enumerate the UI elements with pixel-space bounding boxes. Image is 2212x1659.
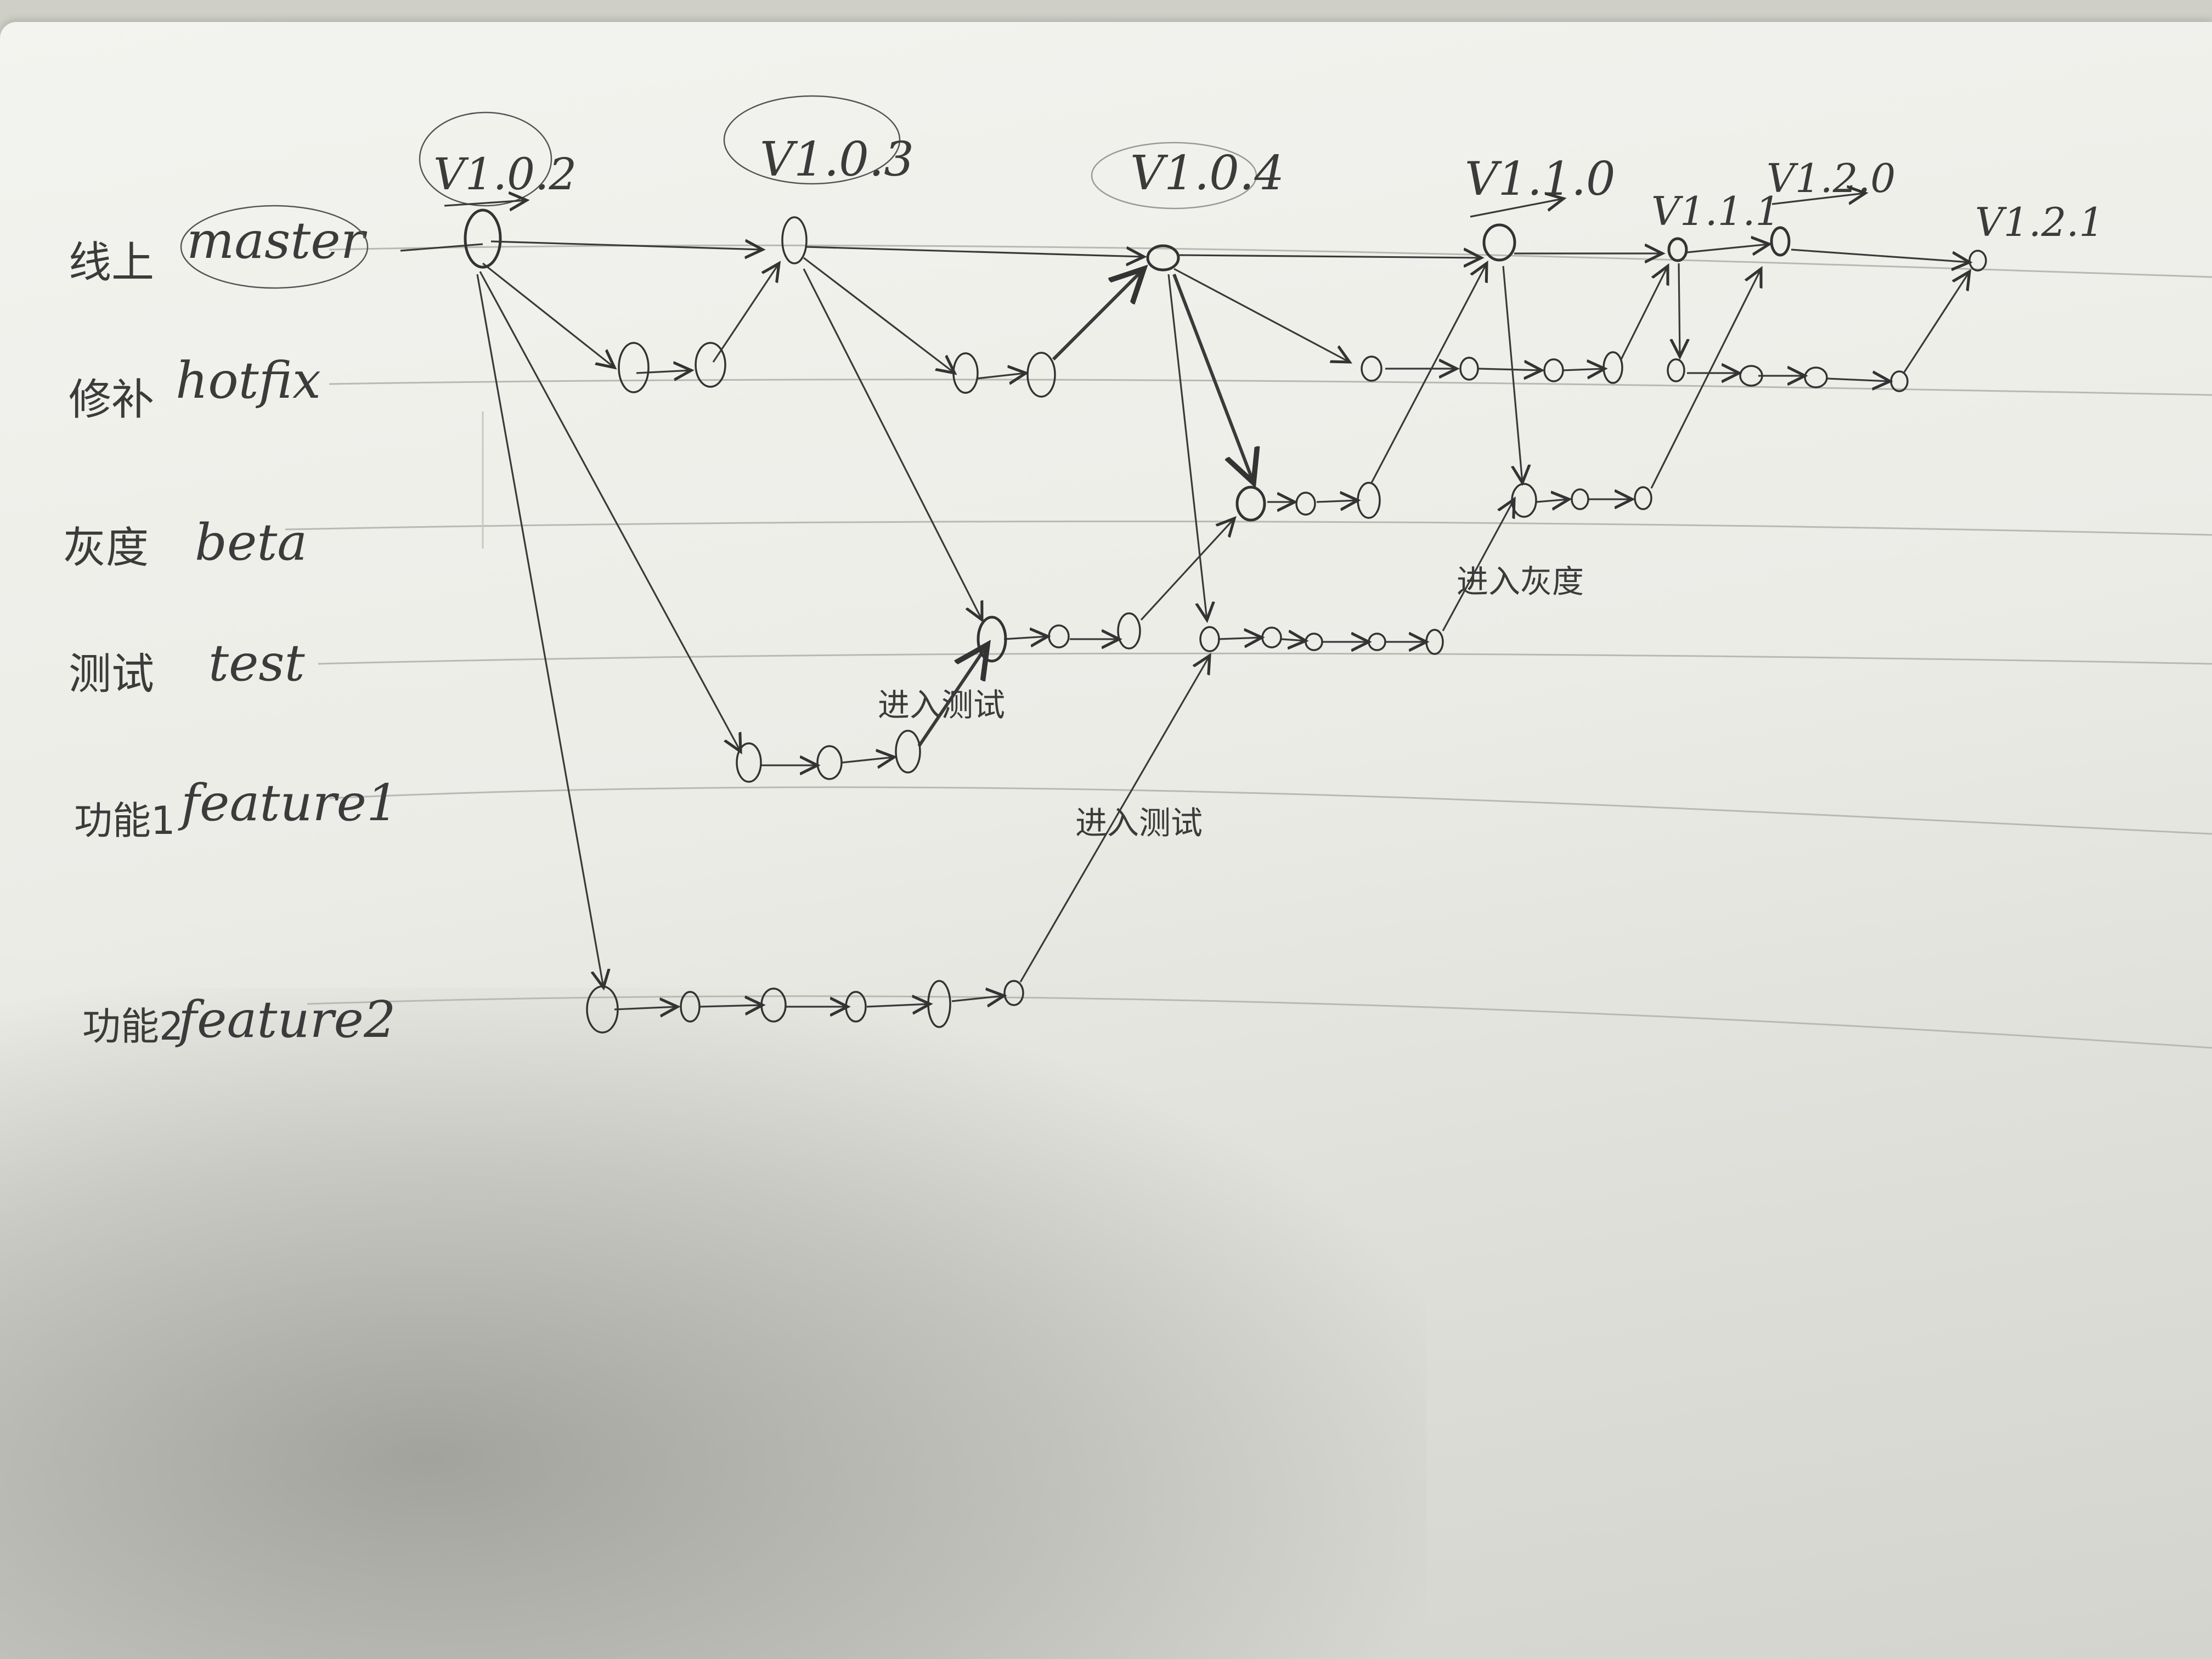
commit-feature1 [895, 730, 921, 774]
branch-en-feature2: feature2 [175, 990, 396, 1049]
commit-v104 [1146, 244, 1180, 272]
commit-feature1 [736, 742, 762, 783]
commit-feature2 [586, 985, 619, 1034]
branch-label-feature1: 功能1 feature1 [74, 774, 399, 843]
annotations: 进入测试 进入测试 进入灰度 [878, 563, 1584, 842]
annotation-into-test-2: 进入测试 [1075, 804, 1203, 842]
commit-hotfix [1667, 358, 1685, 382]
branch-cn-beta: 灰度 [63, 523, 149, 573]
branch-label-beta: 灰度 beta [63, 513, 307, 573]
commit-hotfix [618, 342, 650, 393]
commit-test [1117, 612, 1141, 650]
commit-test [1048, 624, 1070, 648]
commit-v110 [1482, 223, 1516, 262]
commit-beta [1235, 486, 1266, 522]
tag-ring-v102 [419, 111, 552, 207]
branch-cn-master: 线上 [69, 238, 154, 287]
edge-v102-feature1 [479, 271, 741, 752]
commit-feature2 [760, 988, 787, 1023]
branch-en-master: master [187, 211, 368, 270]
version-tag-v104: V1.0.4 [1130, 146, 1284, 201]
version-tag-v102: V1.0.2 [433, 149, 577, 200]
branch-en-test: test [208, 634, 306, 692]
branch-cn-feature2: 功能2 [82, 1004, 184, 1049]
commit-test [1425, 629, 1444, 655]
commit-hotfix [952, 352, 979, 394]
commit-hotfix [1543, 358, 1564, 382]
commit-feature1 [816, 745, 843, 780]
edge-master-1 [490, 241, 763, 250]
commit-beta [1511, 483, 1537, 518]
version-tags: V1.0.2 V1.0.3 V1.0.4 V1.1.0 V1.1.1 V1.2.… [419, 95, 2104, 245]
branch-cn-feature1: 功能1 [74, 798, 176, 843]
edge-master-start [400, 243, 483, 252]
branch-en-feature1: feature1 [178, 774, 399, 832]
edge-v102-hotfix [482, 262, 614, 368]
edge-master-6 [1791, 249, 1970, 262]
commit-v120 [1770, 226, 1791, 257]
commit-hotfix [1804, 366, 1828, 388]
branch-en-hotfix: hotfix [176, 351, 321, 410]
edge-master-3 [1179, 255, 1481, 258]
commit-beta [1634, 486, 1652, 510]
branch-cn-hotfix: 修补 [69, 375, 154, 425]
annotation-into-beta: 进入灰度 [1457, 563, 1584, 600]
commit-beta [1571, 488, 1589, 510]
commit-test [1368, 633, 1386, 651]
commit-feature2 [927, 980, 951, 1028]
commit-beta [1357, 482, 1381, 519]
shadow-area [0, 988, 1426, 1659]
paper-sheet [0, 22, 2212, 1659]
commit-beta [1295, 492, 1316, 516]
commit-hotfix [1602, 351, 1623, 384]
commit-feature2 [1003, 980, 1024, 1006]
branch-en-beta: beta [195, 513, 307, 572]
commit-hotfix [1361, 356, 1383, 382]
commit-test [1261, 627, 1282, 648]
version-tag-v103: V1.0.3 [760, 132, 914, 187]
edges [400, 241, 1970, 1009]
edge-master-2 [806, 246, 1144, 257]
commit-v121 [1968, 250, 1987, 272]
branch-cn-test: 测试 [69, 650, 154, 699]
version-tag-v110: V1.1.0 [1465, 152, 1615, 206]
annotation-into-test-1: 进入测试 [878, 686, 1005, 724]
branch-label-master: 线上 master [69, 205, 369, 289]
commit-feature2 [680, 991, 701, 1023]
version-tag-v121: V1.2.1 [1975, 199, 2104, 245]
version-tag-v120: V1.2.0 [1767, 155, 1895, 201]
commit-test [1199, 626, 1220, 652]
commit-test [977, 616, 1007, 663]
branch-label-test: 测试 test [69, 634, 306, 699]
tag-ring-v104 [1091, 142, 1257, 210]
commit-feature2 [845, 991, 867, 1023]
tag-ring-v103 [723, 95, 901, 185]
edge-master-5 [1686, 244, 1769, 252]
commit-v102 [464, 208, 502, 269]
master-circle [180, 205, 369, 289]
edge-v102-feature2 [476, 274, 603, 988]
commit-nodes [464, 208, 1987, 1034]
commit-hotfix [1890, 370, 1909, 392]
commit-hotfix [1739, 365, 1763, 387]
version-tag-v111: V1.1.1 [1651, 188, 1780, 234]
branch-labels: 线上 master 修补 hotfix 灰度 beta 测试 test 功能1 … [63, 205, 399, 1049]
branch-label-feature2: 功能2 feature2 [82, 990, 396, 1049]
commit-hotfix [1459, 357, 1479, 381]
commit-hotfix [695, 342, 726, 388]
commit-v103 [781, 216, 808, 264]
branch-label-hotfix: 修补 hotfix [69, 351, 321, 425]
commit-v111 [1667, 237, 1688, 262]
commit-test [1305, 633, 1323, 651]
ruled-lines [285, 244, 2212, 1049]
commit-hotfix [1026, 352, 1056, 398]
